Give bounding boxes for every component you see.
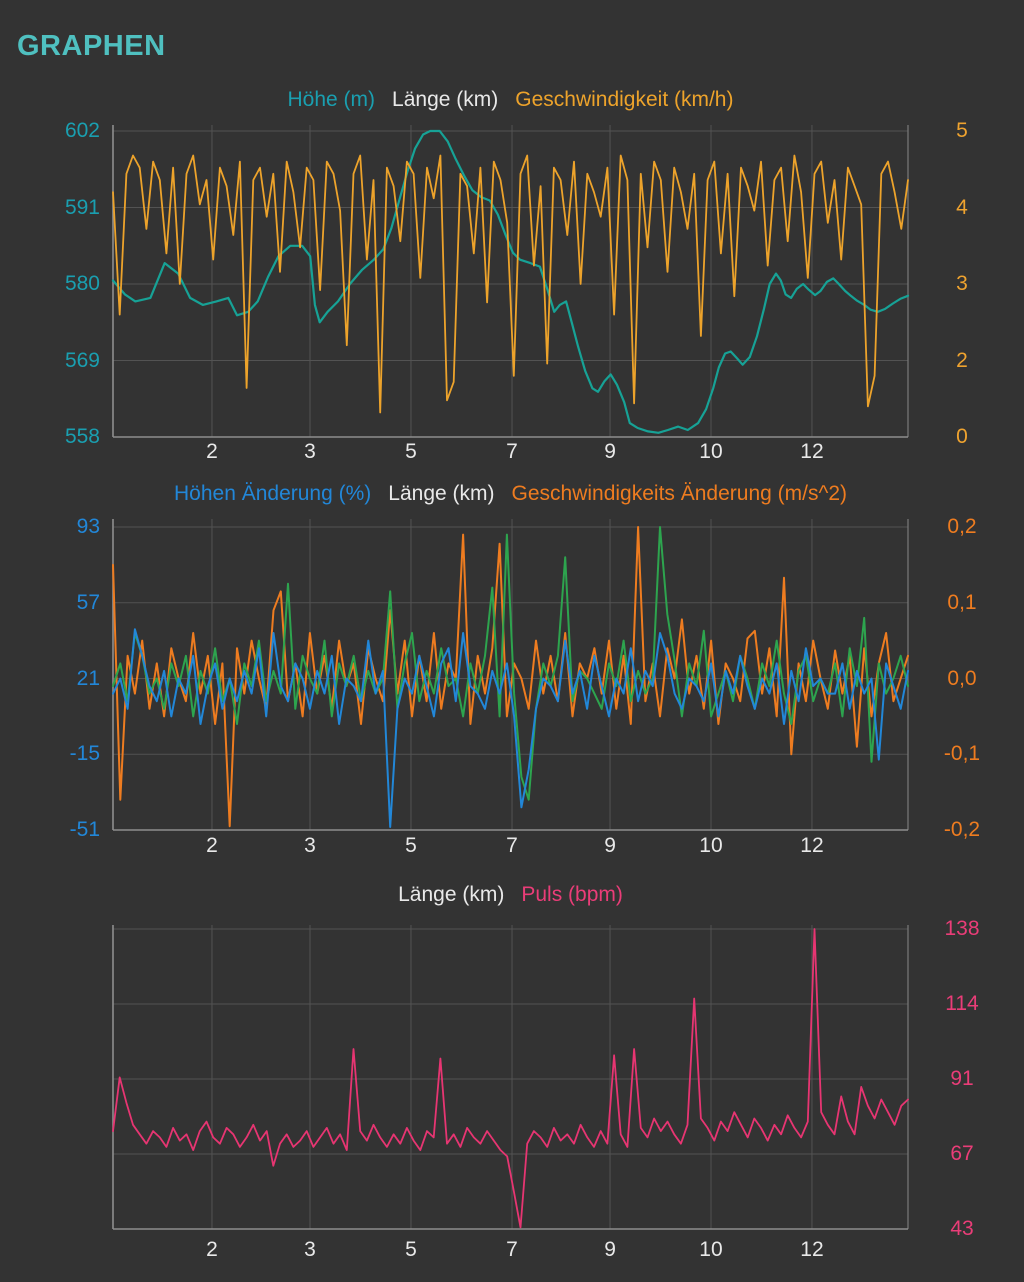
y-right-tick-label: 4	[956, 195, 968, 219]
y-right-tick-label: 0,0	[947, 666, 977, 690]
y-right-tick-label: 0,2	[947, 515, 977, 538]
x-tick-label: 3	[304, 834, 316, 857]
x-tick-label: 12	[800, 1238, 824, 1261]
x-tick-label: 9	[604, 440, 616, 463]
x-tick-label: 12	[800, 834, 824, 857]
y-left-tick-label: 580	[64, 272, 100, 295]
y-right-tick-label: 43	[950, 1217, 974, 1240]
y-right-tick-label: 91	[950, 1067, 974, 1090]
x-tick-label: 7	[506, 440, 518, 463]
legend-laenge3-label: Länge (km)	[398, 883, 505, 906]
y-left-tick-label: -51	[69, 818, 100, 841]
chart1-legend: Höhe (m) Länge (km) Geschwindigkeit (km/…	[113, 88, 908, 112]
y-left-tick-label: 569	[64, 348, 100, 372]
y-right-tick-label: 2	[956, 348, 968, 372]
x-tick-label: 2	[206, 834, 218, 857]
y-right-tick-label: 67	[950, 1142, 974, 1165]
x-tick-label: 7	[506, 1238, 518, 1261]
legend-laenge-label: Länge (km)	[392, 88, 499, 111]
page-title: GRAPHEN	[17, 30, 166, 62]
x-tick-label: 10	[699, 1238, 723, 1261]
y-left-tick-label: -15	[69, 742, 100, 766]
y-right-tick-label: 3	[956, 272, 968, 295]
x-tick-label: 5	[405, 1238, 417, 1261]
y-right-tick-label: 0,1	[947, 590, 977, 614]
x-tick-label: 2	[206, 440, 218, 463]
y-left-tick-label: 57	[76, 590, 100, 614]
legend-hoehe-label: Höhe (m)	[287, 88, 376, 111]
y-left-tick-label: 93	[76, 515, 100, 538]
legend-hoehen-aenderung-label: Höhen Änderung (%)	[173, 482, 372, 505]
y-right-tick-label: -0,2	[943, 818, 981, 841]
legend-geschwindigkeit-label: Geschwindigkeit (km/h)	[515, 88, 734, 111]
chart2-legend: Höhen Änderung (%) Länge (km) Geschwindi…	[113, 482, 908, 506]
x-tick-label: 10	[699, 440, 723, 463]
chart3-legend: Länge (km) Puls (bpm)	[113, 883, 908, 907]
y-right-tick-label: -0,1	[943, 742, 981, 766]
y-right-tick-label: 114	[945, 992, 979, 1015]
x-tick-label: 9	[604, 1238, 616, 1261]
y-right-tick-label: 0	[956, 425, 968, 448]
y-left-tick-label: 558	[64, 425, 100, 448]
x-tick-label: 3	[304, 440, 316, 463]
legend-puls-label: Puls (bpm)	[521, 883, 623, 906]
x-tick-label: 5	[405, 834, 417, 857]
y-right-tick-label: 5	[956, 119, 968, 142]
x-tick-label: 5	[405, 440, 417, 463]
x-tick-label: 2	[206, 1238, 218, 1261]
x-tick-label: 12	[800, 440, 824, 463]
x-tick-label: 10	[699, 834, 723, 857]
legend-laenge2-label: Länge (km)	[388, 482, 495, 505]
y-left-tick-label: 591	[64, 195, 100, 219]
x-tick-label: 9	[604, 834, 616, 857]
legend-geschwindigkeits-aenderung-label: Geschwindigkeits Änderung (m/s^2)	[511, 482, 848, 505]
x-tick-label: 7	[506, 834, 518, 857]
y-right-tick-label: 138	[944, 917, 980, 940]
y-left-tick-label: 21	[76, 666, 100, 690]
y-left-tick-label: 602	[64, 119, 100, 142]
x-tick-label: 3	[304, 1238, 316, 1261]
